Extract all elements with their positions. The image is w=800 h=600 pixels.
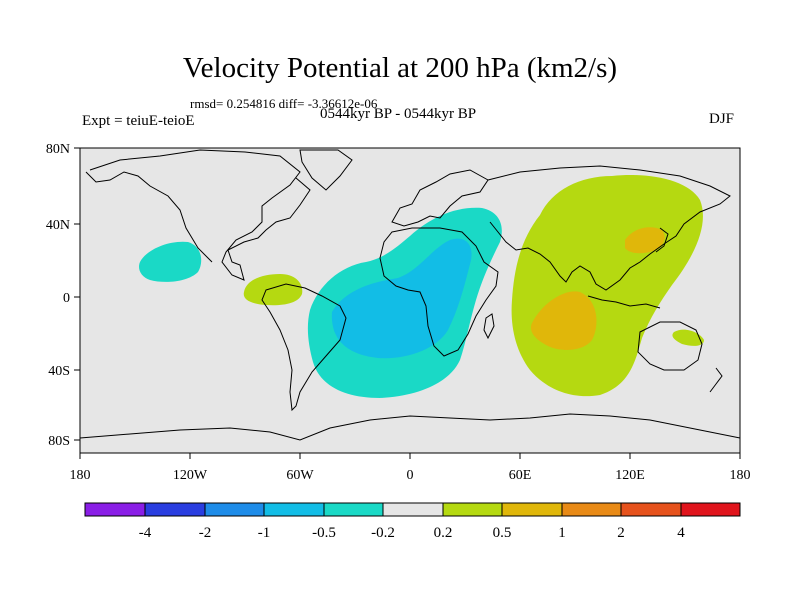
- colorbar-label: 2: [617, 525, 625, 541]
- contour-fills: [139, 175, 704, 398]
- colorbar-label: 0.2: [434, 525, 453, 541]
- colorbar-segment: [620, 502, 682, 517]
- colorbar-segment: [263, 502, 325, 517]
- colorbar-segment: [323, 502, 384, 517]
- colorbar-segment: [561, 502, 622, 517]
- greenland-coast: [299, 149, 353, 191]
- x-tick-label: 180: [70, 468, 91, 483]
- colorbar-label: 1: [558, 525, 566, 541]
- asia-coast: [487, 165, 731, 291]
- map-title: Velocity Potential at 200 hPa (km2/s): [182, 52, 618, 84]
- y-tick-label: 40N: [46, 218, 70, 233]
- colorbar: [84, 502, 741, 517]
- madagascar-coast: [483, 313, 495, 340]
- x-tick-label: 60E: [509, 468, 532, 483]
- colorbar-segment: [442, 502, 503, 517]
- colorbar-segment: [204, 502, 265, 517]
- east-pacific-negative-region: [139, 241, 202, 282]
- y-tick-label: 80N: [46, 142, 70, 157]
- australia-coast: [637, 321, 703, 371]
- south-america-coast: [261, 283, 347, 412]
- antarctica-coast: [79, 413, 741, 441]
- x-tick-label: 120E: [615, 468, 645, 483]
- colorbar-label: -1: [258, 525, 271, 541]
- japan-positive-core-region: [625, 227, 665, 254]
- colorbar-segment: [382, 502, 444, 517]
- axis-ticks: [74, 147, 741, 459]
- australia-positive-blob: [672, 329, 704, 346]
- y-tick-labels: 80N 40N 0 40S 80S: [46, 142, 70, 449]
- new-zealand-coast: [709, 367, 723, 393]
- season-label: DJF: [709, 111, 735, 127]
- colorbar-label: 4: [677, 525, 685, 541]
- colorbar-label: -2: [199, 525, 212, 541]
- stats-line: rmsd= 0.254816 diff= -3.36612e-06: [190, 96, 378, 111]
- y-tick-label: 40S: [48, 364, 70, 379]
- x-tick-label: 0: [407, 468, 414, 483]
- y-tick-label: 0: [63, 291, 70, 306]
- colorbar-labels: -4 -2 -1 -0.5 -0.2 0.2 0.5 1 2 4: [139, 525, 686, 541]
- period-label: 0544kyr BP - 0544kyr BP: [320, 106, 477, 122]
- africa-coast: [379, 227, 499, 357]
- colorbar-segment: [84, 502, 146, 517]
- caribbean-positive-region: [243, 274, 303, 306]
- japan-coast: [655, 227, 669, 253]
- x-tick-label: 60W: [286, 468, 314, 483]
- colorbar-label: 0.5: [493, 525, 512, 541]
- x-tick-label: 180: [730, 468, 751, 483]
- europe-coast: [391, 169, 489, 227]
- y-tick-label: 80S: [48, 434, 70, 449]
- alaska-coast: [85, 171, 213, 263]
- colorbar-label: -0.2: [371, 525, 395, 541]
- south-atlantic-negative-core-region: [331, 238, 472, 359]
- x-tick-labels: 180 120W 60W 0 60E 120E 180: [70, 468, 751, 483]
- colorbar-segment: [501, 502, 563, 517]
- experiment-label: Expt = teiuE-teioE: [82, 113, 195, 129]
- colorbar-label: -4: [139, 525, 152, 541]
- colorbar-segment: [680, 502, 741, 517]
- maritime-positive-core-region: [530, 291, 597, 350]
- x-tick-label: 120W: [173, 468, 208, 483]
- colorbar-label: -0.5: [312, 525, 336, 541]
- colorbar-segment: [144, 502, 206, 517]
- coastlines: [79, 149, 741, 441]
- indonesia-coast: [587, 295, 661, 309]
- north-america-coast: [89, 149, 311, 281]
